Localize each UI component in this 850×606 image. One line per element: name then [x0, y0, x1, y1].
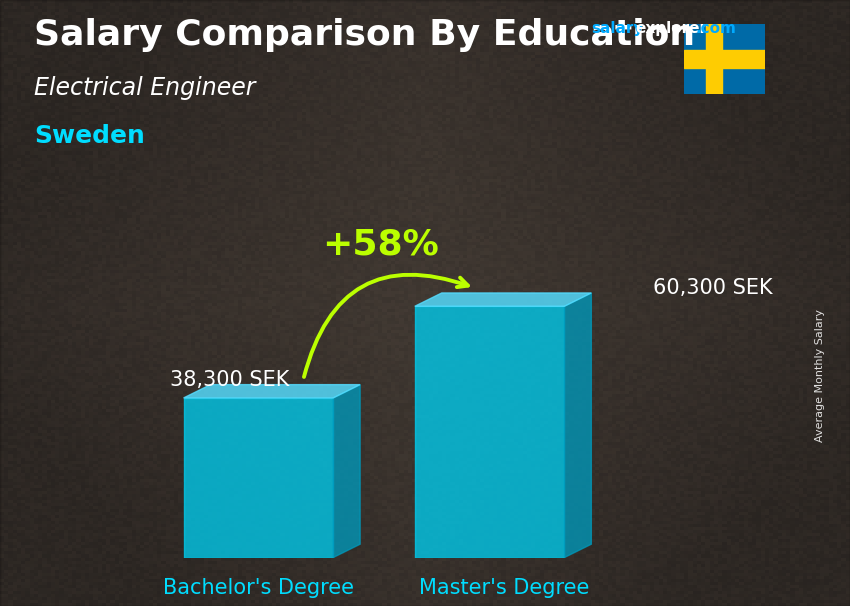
- Polygon shape: [564, 293, 592, 558]
- Text: 60,300 SEK: 60,300 SEK: [653, 278, 773, 298]
- Text: Average Monthly Salary: Average Monthly Salary: [815, 309, 825, 442]
- Bar: [706, 24, 722, 94]
- Text: Salary Comparison By Education: Salary Comparison By Education: [34, 18, 695, 52]
- Text: Electrical Engineer: Electrical Engineer: [34, 76, 256, 100]
- Bar: [415, 306, 564, 558]
- Text: explorer: explorer: [636, 21, 708, 36]
- Polygon shape: [333, 385, 360, 558]
- Text: .com: .com: [695, 21, 736, 36]
- Text: Sweden: Sweden: [34, 124, 144, 148]
- Polygon shape: [415, 293, 592, 306]
- Text: Bachelor's Degree: Bachelor's Degree: [163, 578, 354, 598]
- Text: Master's Degree: Master's Degree: [419, 578, 590, 598]
- Text: salary: salary: [591, 21, 643, 36]
- Bar: [184, 398, 333, 558]
- Text: 38,300 SEK: 38,300 SEK: [170, 370, 289, 390]
- Polygon shape: [184, 385, 360, 398]
- Bar: [684, 50, 765, 68]
- Text: +58%: +58%: [322, 228, 439, 262]
